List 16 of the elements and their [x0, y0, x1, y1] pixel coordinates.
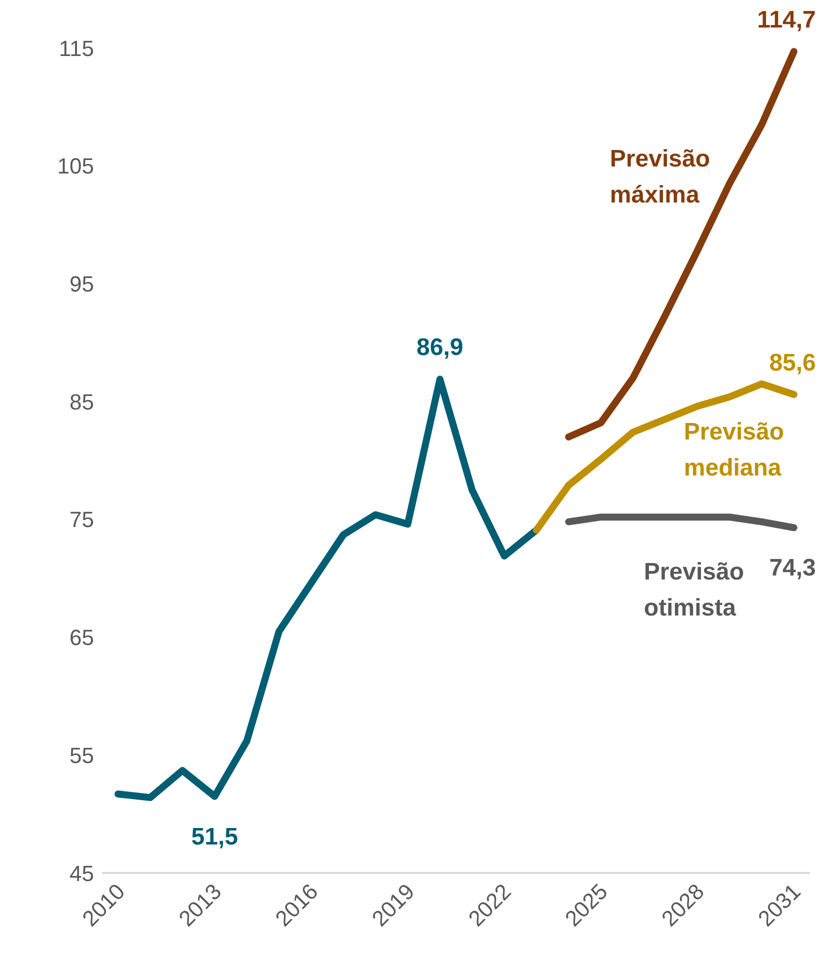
y-tick-label: 45: [70, 860, 94, 886]
y-tick-label: 85: [70, 389, 94, 414]
y-tick-label: 105: [57, 154, 94, 179]
series-label: Previsão máxima: [610, 146, 710, 209]
y-tick-label: 95: [70, 272, 94, 297]
data-label: 85,6: [769, 350, 816, 376]
data-label: 51,5: [191, 823, 238, 850]
data-label: 114,7: [757, 6, 816, 34]
data-label: 74,3: [769, 554, 816, 582]
series-label: Previsão otimista: [644, 558, 744, 622]
series-label: Previsão mediana: [684, 418, 784, 482]
data-label: 86,9: [416, 334, 464, 362]
y-tick-label: 115: [58, 36, 94, 61]
y-tick-label: 75: [70, 507, 94, 532]
y-tick-label: 55: [70, 742, 94, 768]
y-tick-label: 65: [70, 625, 94, 650]
